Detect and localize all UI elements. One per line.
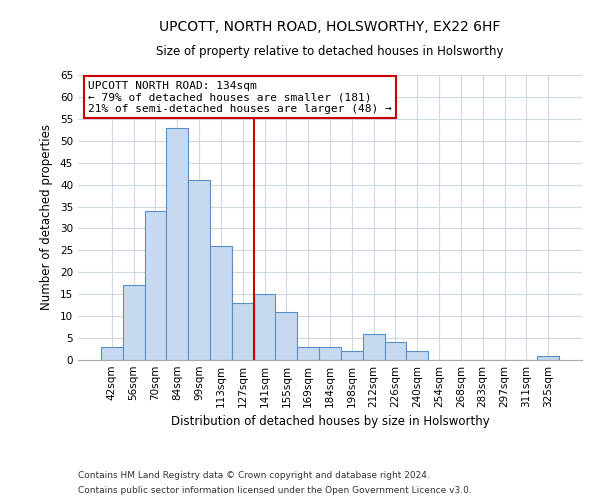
- Text: Size of property relative to detached houses in Holsworthy: Size of property relative to detached ho…: [156, 45, 504, 58]
- Text: UPCOTT NORTH ROAD: 134sqm
← 79% of detached houses are smaller (181)
21% of semi: UPCOTT NORTH ROAD: 134sqm ← 79% of detac…: [88, 80, 392, 114]
- Bar: [537, 356, 559, 360]
- Bar: [385, 342, 406, 360]
- Bar: [254, 294, 275, 360]
- Bar: [341, 351, 363, 360]
- Bar: [406, 351, 428, 360]
- Bar: [275, 312, 297, 360]
- Bar: [123, 286, 145, 360]
- Bar: [188, 180, 210, 360]
- Text: Contains HM Land Registry data © Crown copyright and database right 2024.: Contains HM Land Registry data © Crown c…: [78, 471, 430, 480]
- X-axis label: Distribution of detached houses by size in Holsworthy: Distribution of detached houses by size …: [170, 416, 490, 428]
- Y-axis label: Number of detached properties: Number of detached properties: [40, 124, 53, 310]
- Bar: [232, 303, 254, 360]
- Bar: [210, 246, 232, 360]
- Bar: [297, 347, 319, 360]
- Bar: [166, 128, 188, 360]
- Bar: [319, 347, 341, 360]
- Bar: [101, 347, 123, 360]
- Text: Contains public sector information licensed under the Open Government Licence v3: Contains public sector information licen…: [78, 486, 472, 495]
- Bar: [363, 334, 385, 360]
- Text: UPCOTT, NORTH ROAD, HOLSWORTHY, EX22 6HF: UPCOTT, NORTH ROAD, HOLSWORTHY, EX22 6HF: [160, 20, 500, 34]
- Bar: [145, 211, 166, 360]
